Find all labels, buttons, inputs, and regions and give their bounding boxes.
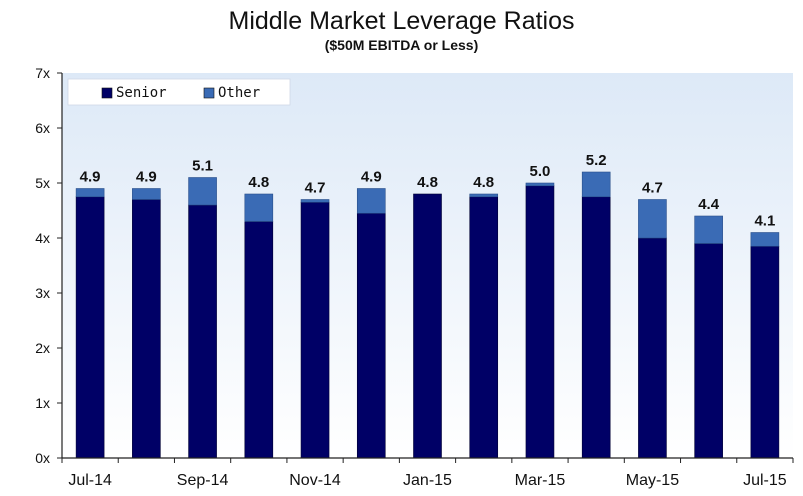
x-tick-label-4: Mar-15 [515,472,566,489]
bar-other-10 [638,199,667,239]
bar-other-8 [525,182,555,187]
data-labels-group: 4.9 4.9 5.1 4.8 4.7 4.9 4.8 4.8 5.0 5.2 4.7 4.4 4.1 [80,152,776,230]
bars-group [75,171,780,459]
bar-senior-4 [300,201,330,459]
chart-subtitle: ($50M EBITDA or Less) [324,37,479,53]
bar-other-9 [581,171,611,198]
bar-senior-9 [581,196,611,459]
y-tick-label-1: 1x [35,395,50,411]
bar-other-11 [694,215,723,244]
bar-senior-2 [188,204,217,459]
bar-senior-12 [750,245,780,459]
data-label-7: 4.8 [473,174,494,191]
legend: Senior Other [67,78,291,106]
data-label-5: 4.9 [361,169,382,186]
y-tick-label-2: 2x [35,340,50,356]
bar-other-2 [188,177,217,206]
legend-swatch-senior [101,87,113,99]
y-tick-label-0: 0x [35,450,50,466]
data-label-12: 4.1 [754,213,775,230]
bar-senior-8 [525,185,555,459]
data-label-10: 4.7 [642,180,663,197]
x-tick-label-3: Jan-15 [403,472,452,489]
bar-senior-11 [694,243,723,459]
bar-senior-6 [413,193,442,459]
chart-title-block: Middle Market Leverage Ratios ($50M EBIT… [0,6,803,54]
x-tick-label-0: Jul-14 [68,472,112,489]
data-label-3: 4.8 [248,174,269,191]
chart-title: Middle Market Leverage Ratios [228,7,575,35]
x-tick-label-5: May-15 [626,472,679,489]
y-tick-label-5: 5x [35,175,50,191]
bar-other-0 [75,188,105,198]
y-tick-label-6: 6x [35,120,50,136]
y-tick-label-3: 3x [35,285,50,301]
bar-other-5 [356,188,386,214]
bar-other-1 [132,188,161,200]
bar-senior-1 [132,199,161,459]
bar-other-3 [244,193,274,222]
data-label-4: 4.7 [305,180,326,197]
axes-group: 0x 1x 2x 3x 4x 5x 6x 7x Jul-14 Sep-14 Nov-14 Jan-15… [35,65,794,489]
y-tick-label-4: 4x [35,230,50,246]
x-tick-label-6: Jul-15 [743,472,787,489]
bar-other-12 [750,232,780,247]
x-tick-label-2: Nov-14 [289,472,341,489]
data-label-0: 4.9 [80,169,101,186]
bar-senior-3 [244,221,274,459]
legend-label-senior: Senior [116,85,167,101]
legend-swatch-other [203,87,215,99]
x-tick-label-1: Sep-14 [177,472,229,489]
bar-senior-7 [469,196,499,459]
y-tick-label-7: 7x [35,65,50,81]
bar-other-4 [300,199,330,203]
data-label-11: 4.4 [698,196,720,213]
bar-other-7 [469,193,499,198]
bar-senior-5 [356,212,386,459]
legend-label-other: Other [218,85,260,101]
data-label-9: 5.2 [586,152,607,169]
data-label-8: 5.0 [530,163,551,180]
data-label-6: 4.8 [417,174,438,191]
data-label-2: 5.1 [192,158,213,175]
bar-senior-0 [75,196,105,459]
data-label-1: 4.9 [136,169,157,186]
bar-senior-10 [638,237,667,459]
